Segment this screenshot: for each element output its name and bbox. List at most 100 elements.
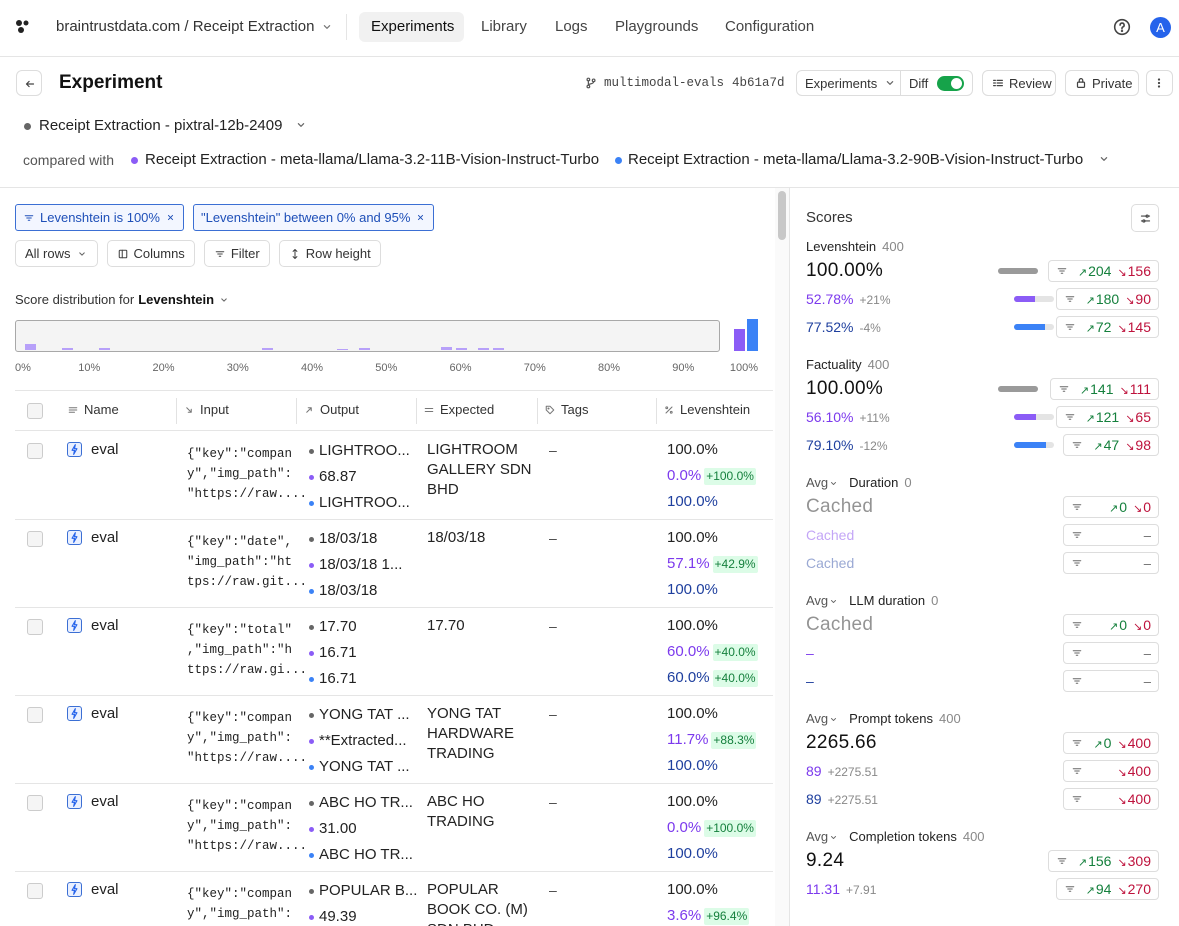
filter-chip[interactable]: "Levenshtein" between 0% and 95% [193, 204, 434, 231]
more-button[interactable] [1146, 70, 1173, 96]
score-filter[interactable]: 400 [1063, 760, 1159, 782]
score-filter[interactable]: 400 [1063, 788, 1159, 810]
checkbox[interactable] [27, 619, 43, 635]
score: 100.0% [667, 844, 718, 864]
nav-item[interactable]: Library [481, 17, 527, 37]
icon [1071, 619, 1083, 631]
icon [415, 212, 426, 223]
input-line: "https://raw.... [187, 748, 307, 768]
score-filter[interactable]: 72145 [1056, 316, 1159, 338]
control-row: All rows Columns Filter Row height [15, 240, 775, 267]
control-label: Columns [134, 246, 185, 261]
score-filter[interactable]: 0400 [1063, 732, 1159, 754]
diff-button[interactable]: Diff [900, 70, 973, 96]
aggregate[interactable]: Avg [806, 473, 839, 493]
control-button[interactable]: All rows [15, 240, 98, 267]
output-line: POPULAR B... [319, 881, 417, 901]
counts: – [1144, 646, 1151, 661]
control-button[interactable]: Filter [204, 240, 270, 267]
icon-svg [68, 795, 81, 808]
improvements: 0 [1109, 617, 1127, 633]
score-filter[interactable]: – [1063, 670, 1159, 692]
score-filter[interactable]: 12165 [1056, 406, 1159, 428]
score: 100.0% [667, 704, 718, 724]
histogram-tick: 30% [227, 358, 249, 378]
icon-svg [1071, 765, 1083, 777]
experiments-button[interactable]: Experiments [796, 70, 901, 96]
aggregate[interactable]: Avg [806, 591, 839, 611]
checkbox[interactable] [27, 883, 43, 899]
control-button[interactable]: Row height [279, 240, 381, 267]
aggregate[interactable]: Avg [806, 827, 839, 847]
score-filter[interactable]: 18090 [1056, 288, 1159, 310]
back-button[interactable] [16, 70, 42, 96]
score-filter[interactable]: 4798 [1063, 434, 1159, 456]
scores-settings[interactable] [1131, 204, 1159, 232]
icon-svg [1071, 675, 1083, 687]
nav-item[interactable]: Configuration [725, 17, 814, 37]
icon [1071, 793, 1083, 805]
input-line: {"key":"compan [187, 796, 292, 816]
histogram-tick: 80% [598, 358, 620, 378]
histogram-bar [25, 344, 36, 350]
nav-item[interactable]: Playgrounds [615, 17, 698, 37]
score-name: Factuality [806, 355, 862, 375]
score-filter[interactable]: 204156 [1048, 260, 1159, 282]
checkbox[interactable] [27, 531, 43, 547]
score-filter[interactable]: 00 [1063, 614, 1159, 636]
score-delta: +7.91 [846, 878, 876, 902]
score: 11.7% [667, 730, 708, 750]
histogram-tick: 90% [672, 358, 694, 378]
dot [309, 827, 314, 832]
score-filter[interactable]: 00 [1063, 496, 1159, 518]
icon [1071, 675, 1083, 687]
filter-chip[interactable]: Levenshtein is 100% [15, 204, 184, 231]
score-value-row: 89+2275.51 [806, 787, 1006, 811]
input-line: {"key":"total" [187, 620, 292, 640]
score-count: 400 [939, 709, 961, 729]
nav-item[interactable]: Experiments [371, 17, 454, 37]
nav-item[interactable]: Logs [555, 17, 588, 37]
row-name: eval [91, 792, 119, 812]
score-filter[interactable]: – [1063, 524, 1159, 546]
histogram-bar [62, 348, 73, 350]
aggregate[interactable]: Avg [806, 709, 839, 729]
score-bar [1014, 324, 1045, 330]
score: 3.6% [667, 906, 701, 926]
branch: multimodal-evals [604, 73, 724, 93]
score-filter[interactable]: 94270 [1056, 878, 1159, 900]
toggle[interactable] [937, 76, 964, 91]
avatar[interactable]: A [1150, 17, 1171, 38]
checkbox[interactable] [27, 443, 43, 459]
counts: 0400 [1093, 735, 1151, 751]
improvements: 156 [1078, 853, 1112, 869]
checkbox[interactable] [27, 795, 43, 811]
icon-svg [1139, 212, 1152, 225]
private-button[interactable]: Private [1065, 70, 1139, 96]
score-value-row: 56.10%+11% [806, 405, 1006, 429]
score-filter[interactable]: – [1063, 642, 1159, 664]
score: 60.0% [667, 642, 710, 662]
icon-svg [117, 248, 129, 260]
counts: – [1144, 528, 1151, 543]
input-line: y","img_path": [187, 728, 292, 748]
dot [309, 677, 314, 682]
icon-svg [883, 76, 897, 90]
score-filter[interactable]: 141111 [1050, 378, 1159, 400]
tags: – [549, 704, 557, 724]
score-filter[interactable]: 156309 [1048, 850, 1159, 872]
icon-svg [1071, 647, 1083, 659]
checkbox[interactable] [27, 707, 43, 723]
icon-svg [1074, 76, 1088, 90]
score-cell: 100.0% [667, 880, 777, 900]
checkbox[interactable] [27, 403, 43, 419]
page-title: Experiment [59, 73, 162, 93]
control-button[interactable]: Columns [107, 240, 195, 267]
filter-row: Levenshtein is 100% "Levenshtein" between… [15, 204, 775, 231]
score: 0.0% [667, 818, 701, 838]
score-value-row: Cached [806, 551, 1006, 575]
review-button[interactable]: Review [982, 70, 1056, 96]
score-filter[interactable]: – [1063, 552, 1159, 574]
histogram-bar [478, 348, 489, 350]
improvements: 0 [1093, 735, 1111, 751]
